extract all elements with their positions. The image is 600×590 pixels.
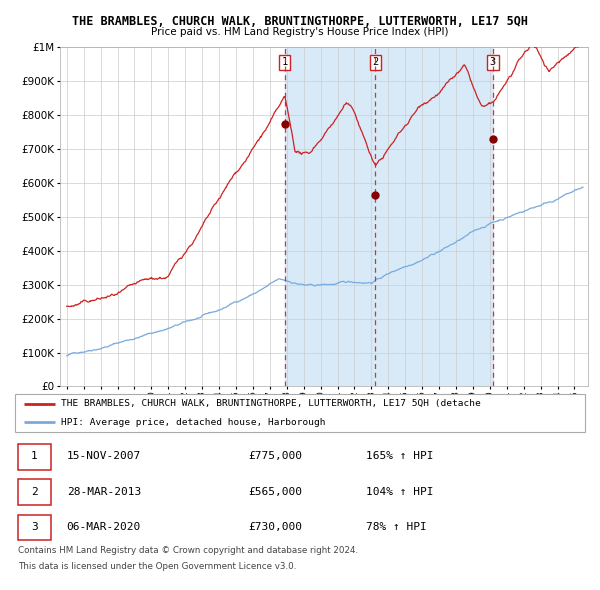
FancyBboxPatch shape xyxy=(18,514,51,540)
Text: THE BRAMBLES, CHURCH WALK, BRUNTINGTHORPE, LUTTERWORTH, LE17 5QH (detache: THE BRAMBLES, CHURCH WALK, BRUNTINGTHORP… xyxy=(61,399,481,408)
Text: 06-MAR-2020: 06-MAR-2020 xyxy=(67,522,141,532)
Text: £565,000: £565,000 xyxy=(248,487,302,497)
Text: Contains HM Land Registry data © Crown copyright and database right 2024.: Contains HM Land Registry data © Crown c… xyxy=(18,546,358,555)
Text: 1: 1 xyxy=(31,451,38,461)
Text: 2: 2 xyxy=(31,487,38,497)
Text: 104% ↑ HPI: 104% ↑ HPI xyxy=(366,487,434,497)
Text: HPI: Average price, detached house, Harborough: HPI: Average price, detached house, Harb… xyxy=(61,418,325,427)
Text: 15-NOV-2007: 15-NOV-2007 xyxy=(67,451,141,461)
FancyBboxPatch shape xyxy=(18,444,51,470)
Text: THE BRAMBLES, CHURCH WALK, BRUNTINGTHORPE, LUTTERWORTH, LE17 5QH: THE BRAMBLES, CHURCH WALK, BRUNTINGTHORP… xyxy=(72,15,528,28)
Text: £775,000: £775,000 xyxy=(248,451,302,461)
Text: £730,000: £730,000 xyxy=(248,522,302,532)
Text: 28-MAR-2013: 28-MAR-2013 xyxy=(67,487,141,497)
Text: 165% ↑ HPI: 165% ↑ HPI xyxy=(366,451,434,461)
Text: Price paid vs. HM Land Registry's House Price Index (HPI): Price paid vs. HM Land Registry's House … xyxy=(151,27,449,37)
Text: 2: 2 xyxy=(373,57,379,67)
Text: 78% ↑ HPI: 78% ↑ HPI xyxy=(366,522,427,532)
FancyBboxPatch shape xyxy=(15,394,585,432)
Text: This data is licensed under the Open Government Licence v3.0.: This data is licensed under the Open Gov… xyxy=(18,562,296,571)
Text: 3: 3 xyxy=(490,57,496,67)
Text: 3: 3 xyxy=(31,522,38,532)
Text: 1: 1 xyxy=(281,57,288,67)
FancyBboxPatch shape xyxy=(18,479,51,505)
Bar xyxy=(285,47,493,386)
